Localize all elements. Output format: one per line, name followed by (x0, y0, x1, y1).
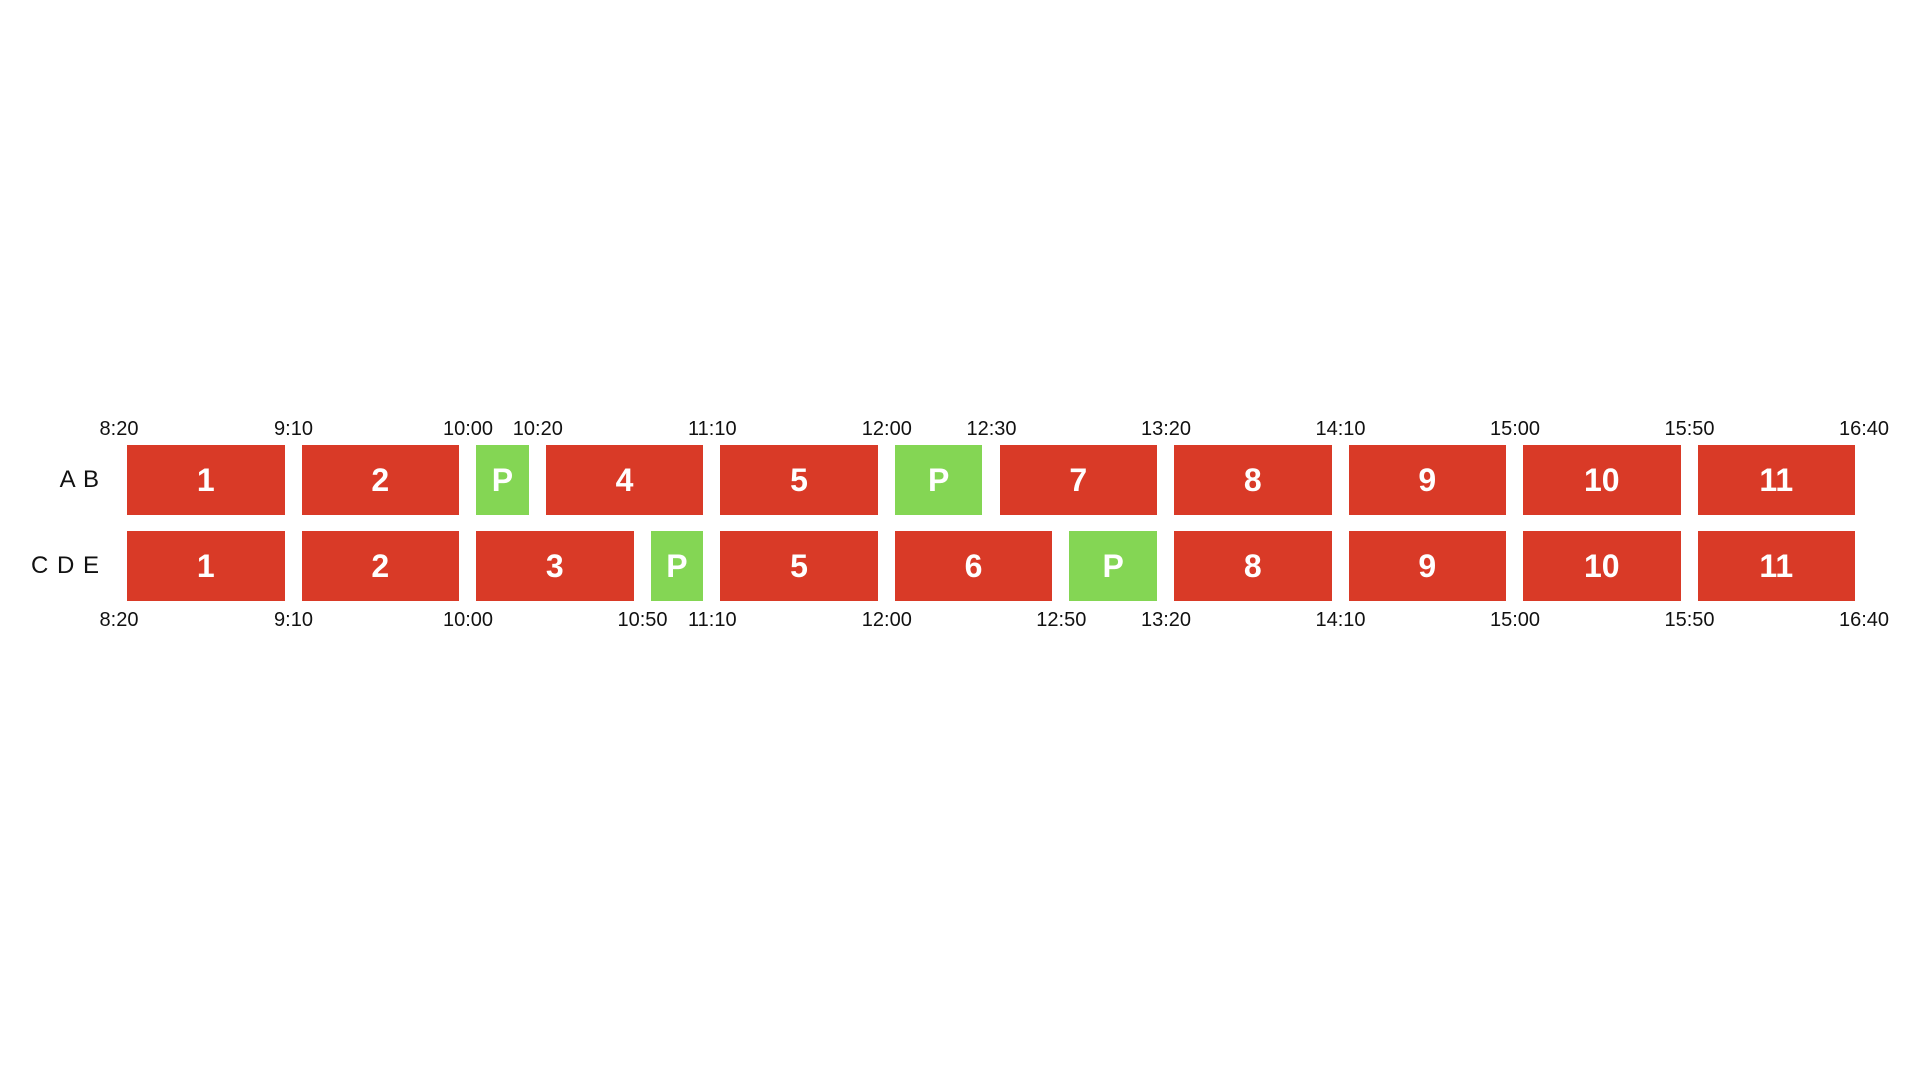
lesson-block-0-6: 7 (999, 445, 1157, 515)
break-block-1-6: P (1069, 531, 1157, 601)
block-label: P (927, 461, 950, 498)
block-label: 3 (545, 547, 564, 584)
block-label: 1 (196, 461, 215, 498)
lesson-block-1-9: 10 (1523, 531, 1681, 601)
lesson-block-0-3: 4 (545, 445, 704, 515)
block-label: 1 (196, 547, 215, 584)
time-label-0-8: 14:10 (1315, 418, 1366, 440)
lesson-block-1-7: 8 (1174, 531, 1332, 601)
lesson-block-0-10: 11 (1697, 445, 1855, 515)
time-label-1-7: 13:20 (1140, 609, 1192, 631)
block-label: P (666, 547, 688, 584)
lesson-block-0-9: 10 (1523, 445, 1681, 515)
break-block-0-5: P (894, 445, 983, 515)
block-label: 7 (1069, 461, 1088, 498)
block-label: 2 (371, 461, 390, 498)
block-label: 11 (1759, 547, 1794, 584)
lesson-block-1-10: 11 (1697, 531, 1855, 601)
lesson-block-1-4: 5 (720, 531, 878, 601)
time-label-1-6: 12:50 (1036, 609, 1087, 631)
block-label: 9 (1418, 461, 1437, 498)
time-label-0-10: 15:50 (1664, 418, 1715, 440)
lesson-block-0-7: 8 (1174, 445, 1332, 515)
block-label: 4 (615, 461, 634, 498)
time-label-1-10: 15:50 (1664, 609, 1715, 631)
block-label: 5 (790, 547, 808, 584)
block-label: 9 (1418, 547, 1437, 584)
time-label-1-11: 16:40 (1838, 609, 1890, 631)
time-label-0-1: 9:10 (274, 418, 313, 440)
lesson-block-1-5: 6 (894, 531, 1053, 601)
lesson-block-1-1: 2 (301, 531, 459, 601)
time-label-1-3: 10:50 (617, 609, 668, 631)
block-label: P (1102, 547, 1124, 584)
time-label-0-7: 13:20 (1140, 418, 1192, 440)
block-label: 2 (371, 547, 390, 584)
row-label-1: C D E (30, 552, 100, 579)
time-label-0-2: 10:00 (442, 418, 494, 440)
lesson-block-0-0: 1 (127, 445, 285, 515)
lesson-block-0-4: 5 (720, 445, 878, 515)
time-label-0-0: 8:20 (99, 418, 139, 440)
time-label-0-9: 15:00 (1489, 418, 1541, 440)
lesson-block-1-2: 3 (476, 531, 634, 601)
block-label: 8 (1243, 461, 1262, 498)
time-label-1-4: 11:10 (688, 609, 737, 631)
lesson-block-0-1: 2 (301, 445, 459, 515)
time-label-1-9: 15:00 (1489, 609, 1541, 631)
time-label-1-8: 14:10 (1315, 609, 1366, 631)
time-label-1-0: 8:20 (99, 609, 139, 631)
block-label: 5 (790, 461, 808, 498)
block-label: 10 (1583, 461, 1620, 498)
time-label-0-4: 11:10 (688, 418, 737, 440)
break-block-0-2: P (476, 445, 529, 515)
block-label: 10 (1583, 547, 1620, 584)
lesson-block-0-8: 9 (1348, 445, 1506, 515)
time-label-1-1: 9:10 (274, 609, 313, 631)
time-label-0-3: 10:20 (512, 418, 563, 440)
break-block-1-3: P (650, 531, 704, 601)
lesson-block-1-8: 9 (1348, 531, 1506, 601)
block-label: 8 (1243, 547, 1262, 584)
row-label-0: A B (59, 466, 100, 493)
block-label: 6 (964, 547, 983, 584)
time-label-1-5: 12:00 (861, 609, 912, 631)
time-label-1-2: 10:00 (442, 609, 494, 631)
lesson-block-1-0: 1 (127, 531, 285, 601)
time-label-0-11: 16:40 (1838, 418, 1890, 440)
block-label: P (491, 461, 514, 498)
time-label-0-5: 12:00 (861, 418, 912, 440)
time-label-0-6: 12:30 (966, 418, 1017, 440)
block-label: 11 (1759, 461, 1794, 498)
